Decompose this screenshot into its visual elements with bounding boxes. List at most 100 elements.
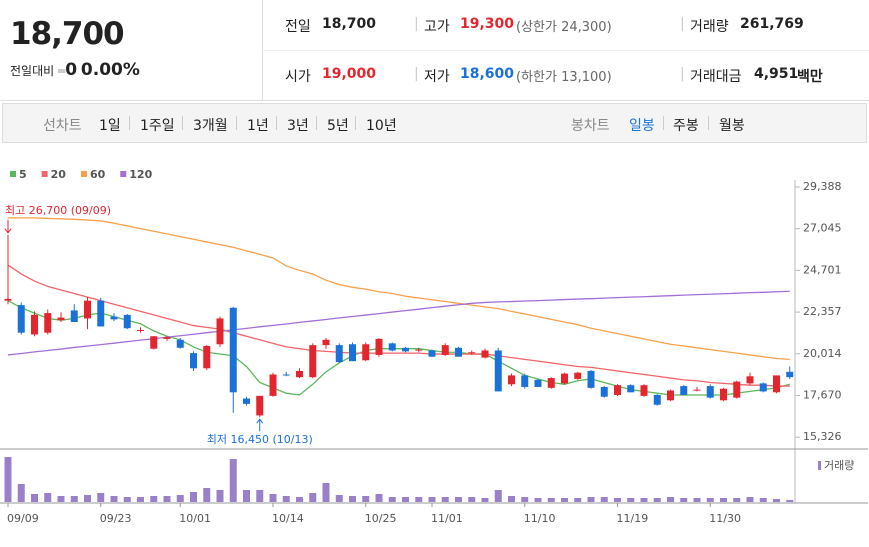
candle-body [667, 390, 674, 401]
legend-label: 20 [51, 168, 67, 181]
moving-average [7, 290, 790, 356]
volume-bar [786, 500, 794, 502]
volume-legend-swatch [818, 461, 821, 470]
candle-body [322, 339, 330, 346]
volume-bar [441, 497, 449, 502]
legend-label: 60 [90, 168, 106, 181]
candle-body [17, 305, 25, 333]
price-box: 18,700 전일대비 ═0 0.00% [0, 0, 263, 100]
low-arrow [256, 418, 264, 432]
volume-bar [720, 498, 727, 502]
candle-body [163, 337, 171, 339]
volume-bar [31, 494, 38, 502]
candle-body [282, 374, 290, 376]
volume-bar [680, 498, 688, 502]
quote-row: 시가 19,000 | 저가 18,600 (하한가 13,100) | 거래대… [285, 66, 823, 85]
period[interactable]: 5년 [327, 118, 349, 134]
candle-body [229, 307, 237, 393]
candle-body [362, 344, 370, 361]
value: 19,300 [460, 16, 515, 32]
candle-body [600, 386, 608, 397]
candle-body [746, 376, 754, 384]
period[interactable]: 3개월 [193, 118, 228, 134]
note: (하한가 13,100) [516, 70, 612, 85]
volume-bar [600, 497, 608, 502]
candle-body [388, 343, 396, 351]
quote-row: 전일 18,700 | 고가 19,300 (상한가 24,300) | 거래량… [262, 0, 869, 51]
period[interactable]: 10년 [366, 118, 397, 134]
volume-bar [667, 497, 674, 502]
candle-period[interactable]: 일봉 [629, 118, 655, 134]
legend-swatch [120, 171, 127, 177]
x-tick-label: 11/19 [617, 512, 649, 525]
candle-body [428, 350, 436, 357]
volume-bar [335, 495, 343, 502]
volume-bar [627, 498, 635, 502]
volume-bar [759, 498, 767, 502]
volume-bar [4, 457, 12, 502]
moving-average [8, 217, 790, 361]
volume-bar [428, 497, 436, 502]
volume-bar [508, 496, 515, 502]
candle-body [693, 389, 701, 391]
volume-bar [110, 496, 118, 502]
period[interactable]: 1일 [99, 118, 121, 134]
candle-body [773, 375, 780, 393]
y-tick-label: 15,326 [803, 430, 842, 443]
candle-body [706, 386, 714, 398]
candle-body [84, 300, 91, 319]
period[interactable]: 1주일 [140, 118, 175, 134]
legend-swatch [41, 171, 48, 177]
candle-body [57, 317, 65, 321]
period[interactable]: 3년 [287, 118, 309, 134]
candle-body [137, 330, 144, 332]
candle-body [375, 338, 383, 355]
x-tick-label: 11/01 [431, 512, 463, 525]
candle-body [269, 374, 277, 396]
candle-body [190, 353, 197, 369]
change-label: 전일대비 [10, 64, 55, 78]
volume-bar [203, 488, 211, 502]
volume-bar [693, 498, 701, 502]
candle-period[interactable]: 주봉 [673, 118, 699, 134]
volume-bar [494, 490, 502, 502]
y-tick-label: 24,701 [803, 263, 842, 276]
note: (상한가 24,300) [516, 20, 612, 35]
change: 전일대비 ═0 0.00% [10, 60, 140, 80]
volume-bar [746, 497, 754, 502]
label: 시가 [285, 69, 311, 85]
candle-body [335, 345, 343, 363]
candle-body [733, 381, 741, 398]
candle-body [455, 347, 462, 357]
candle-body [720, 388, 727, 401]
label: 거래대금 [690, 69, 742, 85]
x-tick-label: 11/30 [709, 512, 741, 525]
label: 저가 [424, 69, 450, 85]
candle-body [402, 347, 409, 352]
legend-label: 5 [19, 168, 27, 181]
candle-period[interactable]: 월봉 [719, 118, 745, 134]
volume-bar [296, 497, 303, 502]
volume-bar [481, 498, 489, 502]
y-tick-label: 29,388 [803, 180, 842, 193]
candle-body [31, 314, 38, 335]
volume-bar [123, 497, 131, 502]
candle-body [653, 394, 661, 405]
volume-bar [216, 490, 224, 502]
legend-swatch [80, 171, 87, 177]
candle-body [481, 350, 489, 358]
volume-bar [574, 498, 582, 502]
volume-bar [269, 494, 277, 502]
period[interactable]: 1년 [247, 118, 269, 134]
y-tick-label: 22,357 [803, 305, 842, 318]
candle-body [561, 373, 568, 384]
volume-bar [388, 497, 396, 502]
volume-bar [229, 459, 237, 502]
high-annotation: 최고 26,700 (09/09) [5, 204, 111, 217]
candle-body [614, 385, 621, 395]
volume-bar [521, 497, 529, 502]
candle-body [97, 300, 105, 327]
volume-bar [322, 483, 330, 502]
candle-body [534, 379, 542, 387]
